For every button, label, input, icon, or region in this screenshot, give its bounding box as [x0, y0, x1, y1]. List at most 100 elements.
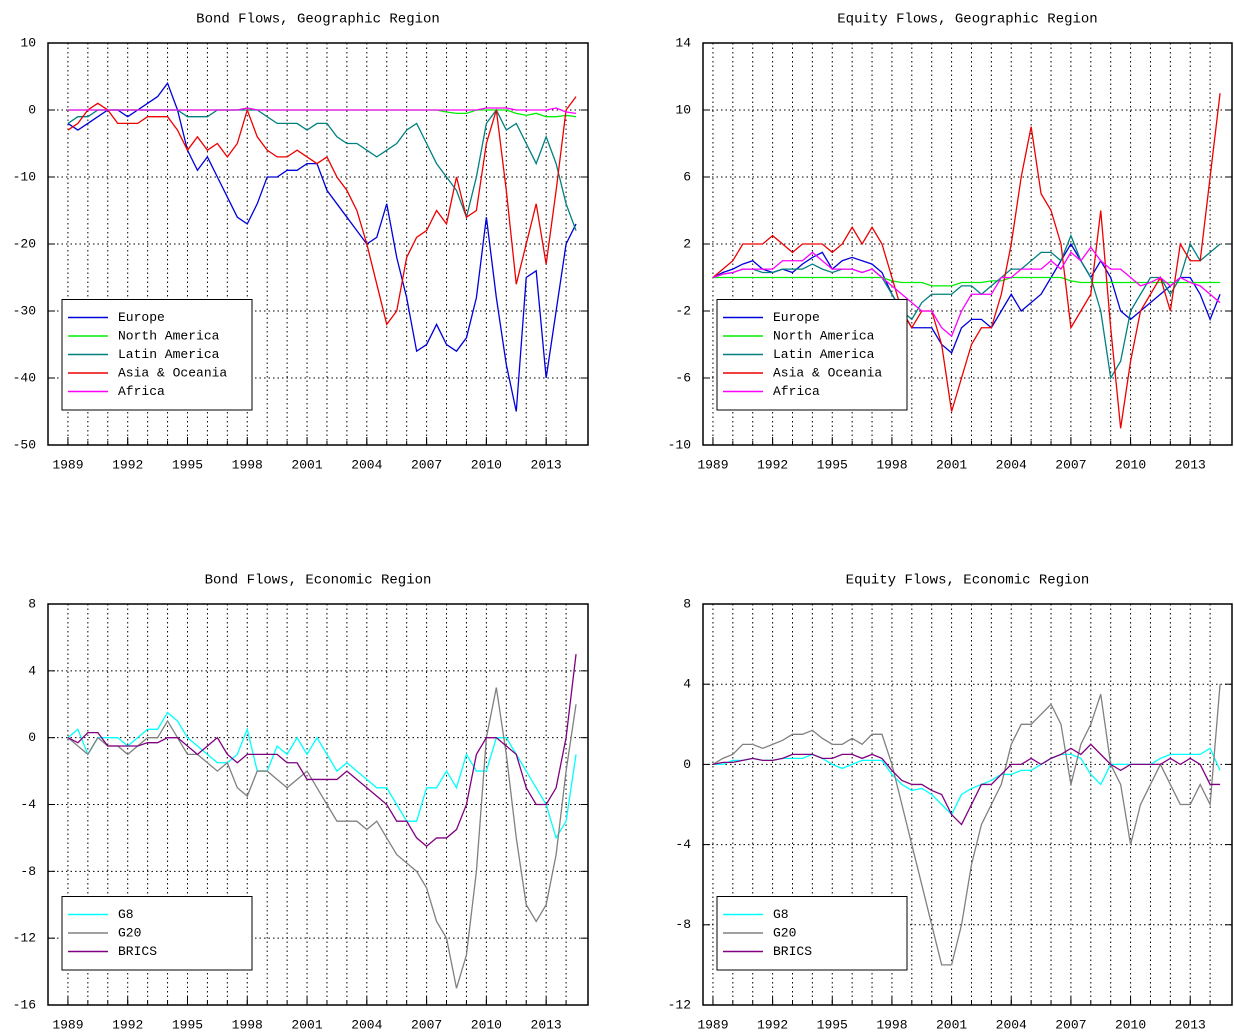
y-tick-label: 4	[683, 677, 691, 692]
y-tick-label: -12	[668, 997, 691, 1012]
x-tick-label: 2004	[351, 457, 382, 472]
x-tick-label: 1992	[112, 457, 143, 472]
plot-frame	[47, 603, 589, 1006]
x-tick-label: 1995	[817, 1017, 848, 1032]
chart-panel: Equity Flows, Economic Region -12 -8 -4 0 4 8 1…	[668, 573, 1233, 1032]
y-tick-label: 2	[683, 236, 691, 251]
chart-title: Bond Flows, Geographic Region	[196, 12, 440, 28]
legend-label: Africa	[773, 384, 820, 399]
y-tick-label: -20	[13, 236, 36, 251]
y-tick-label: 14	[675, 35, 691, 50]
y-tick-label: -4	[675, 837, 691, 852]
series-line	[67, 654, 577, 848]
plot-frame	[47, 42, 589, 446]
x-tick-label: 1998	[876, 457, 907, 472]
x-tick-label: 2010	[1115, 457, 1146, 472]
legend-label: Latin America	[773, 347, 875, 362]
x-tick-label: 2013	[1175, 1017, 1206, 1032]
legend-label: G8	[773, 907, 789, 922]
x-tick-label: 2013	[1175, 457, 1206, 472]
x-tick-label: 2001	[936, 457, 967, 472]
y-tick-label: 8	[683, 596, 691, 611]
x-tick-label: 2001	[936, 1017, 967, 1032]
series-line	[712, 242, 1221, 354]
x-tick-label: 1992	[757, 1017, 788, 1032]
y-tick-label: -6	[675, 370, 691, 385]
y-tick-label: 0	[28, 102, 36, 117]
x-tick-label: 2010	[471, 1017, 502, 1032]
x-tick-label: 1995	[172, 1017, 203, 1032]
series-line	[712, 233, 1221, 380]
legend-label: North America	[773, 328, 875, 343]
x-tick-label: 2004	[996, 1017, 1027, 1032]
legend-label: Europe	[118, 310, 165, 325]
y-tick-label: 4	[28, 663, 36, 678]
y-tick-label: 0	[683, 757, 691, 772]
series-line	[712, 684, 1221, 966]
chart-panel: Bond Flows, Economic Region -16 -12 -8 -4 0 4 8…	[13, 573, 589, 1032]
x-tick-label: 1998	[876, 1017, 907, 1032]
series-line	[712, 93, 1221, 429]
y-tick-label: -2	[675, 303, 691, 318]
legend-label: G20	[773, 925, 796, 940]
x-tick-label: 2001	[291, 457, 322, 472]
y-tick-label: 8	[28, 596, 36, 611]
x-tick-label: 1989	[697, 1017, 728, 1032]
series-line	[67, 108, 577, 231]
legend-label: North America	[118, 328, 220, 343]
x-tick-label: 1989	[697, 457, 728, 472]
series-line	[67, 711, 577, 840]
legend-label: Africa	[118, 384, 165, 399]
y-tick-label: -30	[13, 303, 36, 318]
x-tick-label: 2010	[1115, 1017, 1146, 1032]
x-tick-label: 1992	[112, 1017, 143, 1032]
x-tick-label: 1995	[172, 457, 203, 472]
x-tick-label: 2010	[471, 457, 502, 472]
plot-frame	[702, 42, 1233, 446]
y-tick-label: 6	[683, 169, 691, 184]
legend-label: G8	[118, 907, 134, 922]
x-tick-label: 1995	[817, 457, 848, 472]
series-line	[67, 81, 577, 412]
chart-title: Equity Flows, Geographic Region	[837, 12, 1097, 28]
legend-label: Latin America	[118, 347, 220, 362]
x-tick-label: 2007	[411, 1017, 442, 1032]
series-line	[67, 687, 577, 989]
x-tick-label: 2007	[1055, 457, 1086, 472]
legend-label: Asia & Oceania	[118, 365, 227, 380]
series-line	[712, 747, 1221, 816]
x-tick-label: 1992	[757, 457, 788, 472]
legend-label: BRICS	[773, 944, 812, 959]
x-tick-label: 2001	[291, 1017, 322, 1032]
x-tick-label: 1989	[52, 457, 83, 472]
y-tick-label: -4	[20, 797, 36, 812]
chart-panel: Bond Flows, Geographic Region -50 -40 -30 -2…	[13, 12, 589, 472]
x-tick-label: 1998	[232, 1017, 263, 1032]
y-tick-label: -40	[13, 370, 36, 385]
plot-frame	[702, 603, 1233, 1006]
y-tick-label: -12	[13, 931, 36, 946]
series-line	[712, 246, 1221, 338]
y-tick-label: -16	[13, 997, 36, 1012]
legend-label: BRICS	[118, 944, 157, 959]
y-tick-label: -10	[668, 437, 691, 452]
legend-label: G20	[118, 925, 141, 940]
x-tick-label: 2013	[531, 1017, 562, 1032]
x-tick-label: 2007	[411, 457, 442, 472]
y-tick-label: 10	[675, 102, 691, 117]
chart-title: Equity Flows, Economic Region	[846, 573, 1090, 589]
x-tick-label: 2004	[351, 1017, 382, 1032]
x-tick-label: 2013	[531, 457, 562, 472]
y-tick-label: -8	[675, 917, 691, 932]
series-line	[712, 743, 1221, 826]
y-tick-label: 0	[28, 730, 36, 745]
y-tick-label: 10	[20, 35, 36, 50]
chart-panel: Equity Flows, Geographic Region -10 -6 -2 2 6…	[668, 12, 1233, 472]
legend-label: Europe	[773, 310, 820, 325]
y-tick-label: -10	[13, 169, 36, 184]
chart-title: Bond Flows, Economic Region	[205, 573, 432, 589]
series-line	[67, 96, 577, 326]
x-tick-label: 2007	[1055, 1017, 1086, 1032]
